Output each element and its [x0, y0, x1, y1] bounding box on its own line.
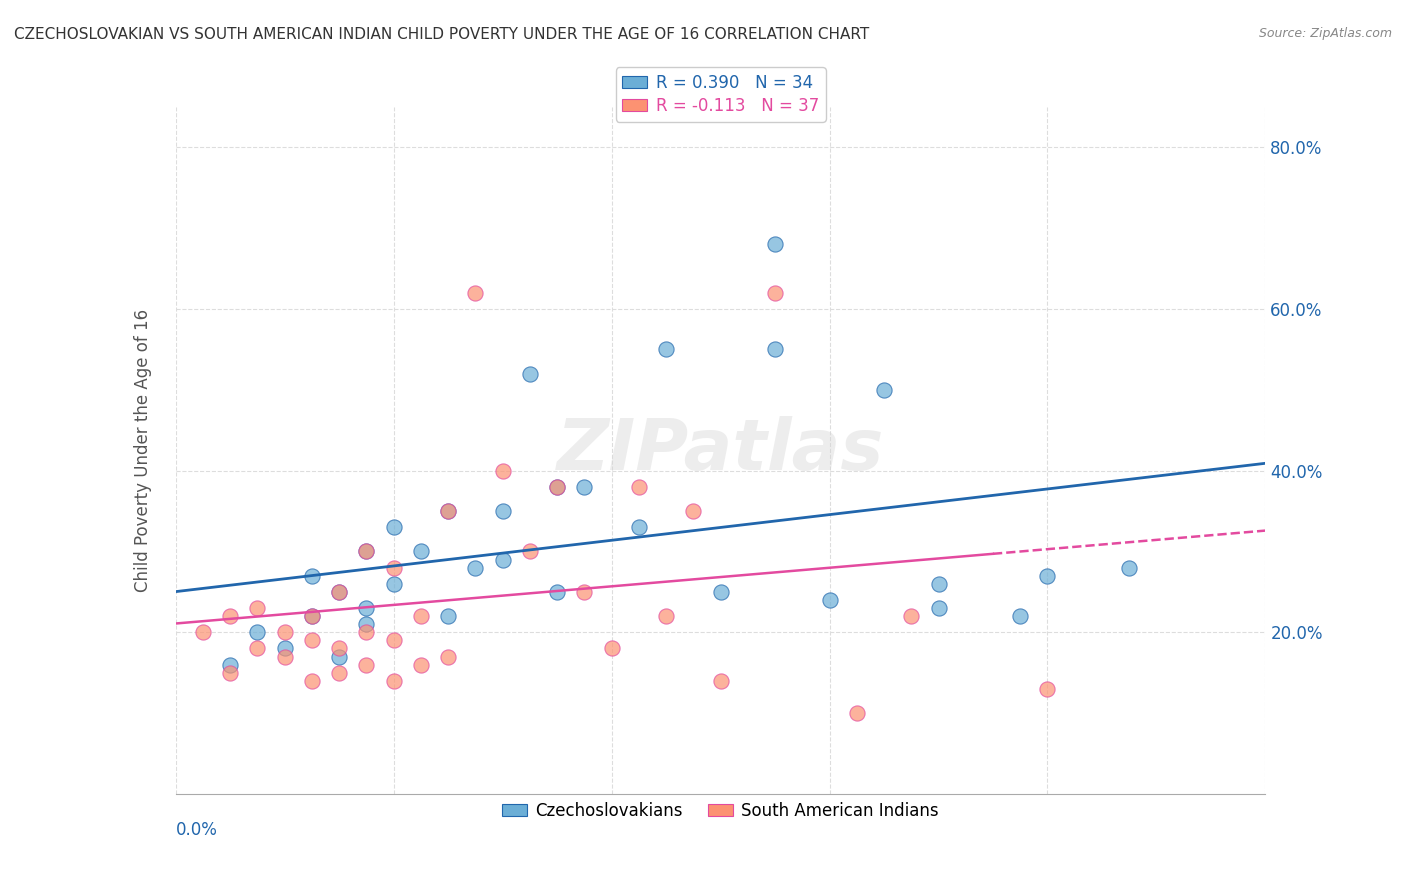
Point [900, 609, 922, 624]
Point [409, 657, 432, 672]
Point [328, 585, 350, 599]
Point [437, 649, 460, 664]
Point [546, 585, 568, 599]
Point [356, 657, 378, 672]
Point [627, 480, 650, 494]
Point [382, 560, 405, 574]
Point [274, 649, 297, 664]
Point [763, 343, 786, 357]
Legend: Czechoslovakians, South American Indians: Czechoslovakians, South American Indians [495, 796, 946, 827]
Point [219, 665, 242, 680]
Point [574, 585, 596, 599]
Point [356, 544, 378, 558]
Point [928, 601, 950, 615]
Text: CZECHOSLOVAKIAN VS SOUTH AMERICAN INDIAN CHILD POVERTY UNDER THE AGE OF 16 CORRE: CZECHOSLOVAKIAN VS SOUTH AMERICAN INDIAN… [14, 27, 869, 42]
Point [655, 343, 678, 357]
Point [301, 633, 323, 648]
Text: Source: ZipAtlas.com: Source: ZipAtlas.com [1258, 27, 1392, 40]
Point [328, 665, 350, 680]
Point [845, 706, 868, 720]
Point [1036, 681, 1059, 696]
Point [382, 633, 405, 648]
Point [219, 609, 242, 624]
Point [574, 480, 596, 494]
Point [356, 544, 378, 558]
Point [818, 593, 841, 607]
Point [546, 480, 568, 494]
Point [464, 285, 486, 300]
Point [409, 609, 432, 624]
Point [191, 625, 214, 640]
Point [437, 504, 460, 518]
Point [301, 609, 323, 624]
Point [492, 552, 515, 566]
Point [274, 641, 297, 656]
Point [274, 625, 297, 640]
Point [382, 520, 405, 534]
Point [328, 585, 350, 599]
Point [492, 504, 515, 518]
Point [301, 609, 323, 624]
Point [928, 576, 950, 591]
Point [873, 383, 896, 397]
Point [356, 617, 378, 632]
Point [1010, 609, 1032, 624]
Point [627, 520, 650, 534]
Point [682, 504, 704, 518]
Point [356, 601, 378, 615]
Point [437, 504, 460, 518]
Point [301, 673, 323, 688]
Point [328, 641, 350, 656]
Point [763, 285, 786, 300]
Point [492, 464, 515, 478]
Point [246, 641, 269, 656]
Point [655, 609, 678, 624]
Point [600, 641, 623, 656]
Text: 0.0%: 0.0% [176, 822, 218, 839]
Point [356, 625, 378, 640]
Point [763, 237, 786, 252]
Point [246, 625, 269, 640]
Point [1036, 568, 1059, 582]
Point [409, 544, 432, 558]
Point [246, 601, 269, 615]
Point [519, 367, 541, 381]
Point [382, 576, 405, 591]
Text: ZIPatlas: ZIPatlas [557, 416, 884, 485]
Point [437, 609, 460, 624]
Point [546, 480, 568, 494]
Point [464, 560, 486, 574]
Y-axis label: Child Poverty Under the Age of 16: Child Poverty Under the Age of 16 [134, 309, 152, 592]
Point [710, 585, 733, 599]
Point [328, 649, 350, 664]
Point [519, 544, 541, 558]
Point [219, 657, 242, 672]
Point [710, 673, 733, 688]
Point [1118, 560, 1140, 574]
Point [382, 673, 405, 688]
Point [301, 568, 323, 582]
